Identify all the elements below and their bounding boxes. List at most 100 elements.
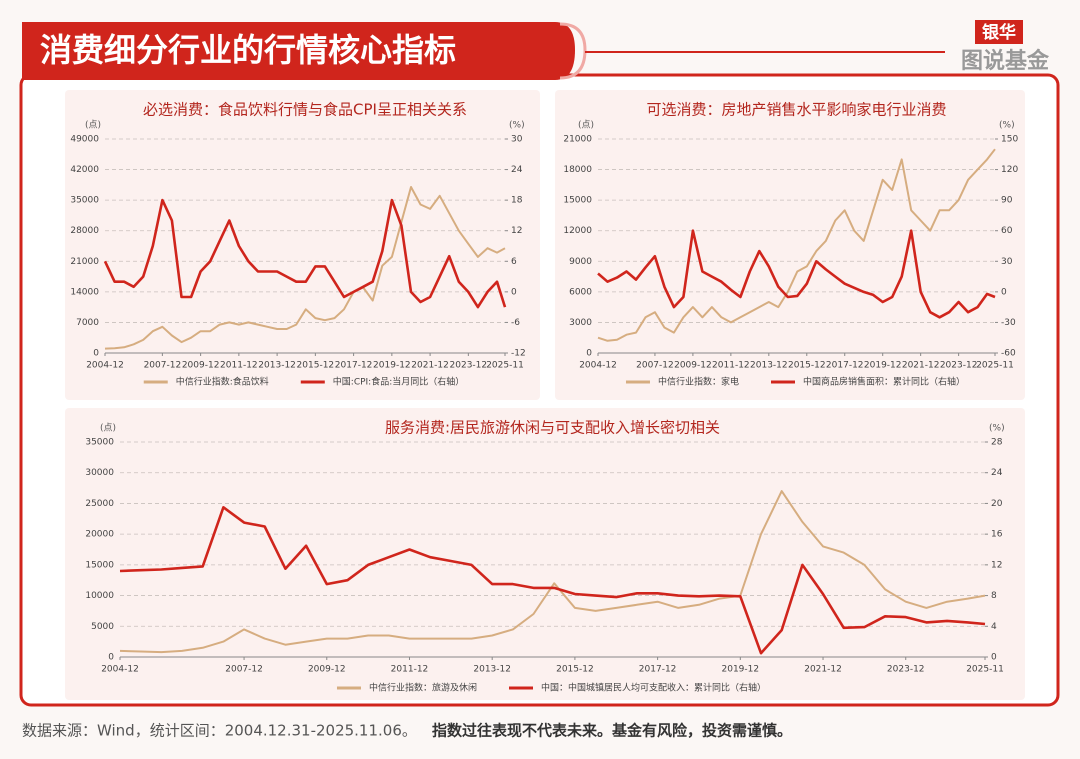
x-tick-label: 2004-12 xyxy=(101,665,139,675)
series-line xyxy=(104,186,506,350)
chart-title: 必选消费：食品饮料行情与食品CPI呈正相关关系 xyxy=(143,101,467,119)
x-tick-label: 2007-12 xyxy=(225,665,263,675)
x-tick-label: 2007-12 xyxy=(144,361,182,371)
panel xyxy=(65,408,1025,700)
y-axis-unit: (点) xyxy=(100,423,116,434)
x-tick-label: 2017-12 xyxy=(639,665,677,675)
y2-tick-label: -60 xyxy=(1001,349,1016,359)
series-line xyxy=(103,198,507,309)
x-tick-label: 2023-12 xyxy=(887,665,925,675)
x-tick-label: 2019-12 xyxy=(864,361,902,371)
y2-tick-label: 60 xyxy=(1001,226,1013,236)
y2-tick-label: 24 xyxy=(511,165,523,175)
y-tick-label: 35000 xyxy=(85,438,114,448)
brand-badge xyxy=(975,20,1023,44)
y-tick-label: 0 xyxy=(108,653,114,663)
x-tick-label: 2011-12 xyxy=(220,361,258,371)
y-tick-label: 28000 xyxy=(70,226,99,236)
brand-top: 银华 xyxy=(982,22,1016,43)
y2-tick-label: 0 xyxy=(511,287,517,297)
y-tick-label: 7000 xyxy=(76,318,99,328)
legend-label: 中信行业指数：旅游及休闲 xyxy=(369,682,477,694)
y2-tick-label: 8 xyxy=(991,591,997,601)
x-tick-label: 2011-12 xyxy=(712,361,750,371)
y-tick-label: 35000 xyxy=(70,196,99,206)
y-tick-label: 5000 xyxy=(91,622,114,632)
x-tick-label: 2015-12 xyxy=(297,361,335,371)
x-tick-label: 2017-12 xyxy=(826,361,864,371)
x-tick-label: 2017-12 xyxy=(335,361,373,371)
x-tick-label: 2019-12 xyxy=(373,361,411,371)
x-tick-label: 2021-12 xyxy=(411,361,449,371)
y-axis-unit: (点) xyxy=(85,120,101,131)
title-banner xyxy=(22,22,575,80)
y2-tick-label: 150 xyxy=(1001,135,1018,145)
y2-tick-label: 30 xyxy=(1001,257,1013,267)
y-tick-label: 15000 xyxy=(85,560,114,570)
x-tick-label: 2019-12 xyxy=(722,665,760,675)
y-tick-label: 42000 xyxy=(70,165,99,175)
y-tick-label: 14000 xyxy=(70,287,99,297)
x-tick-label: 2013-12 xyxy=(473,665,511,675)
x-tick-label: 2025-11 xyxy=(976,361,1014,371)
y2-tick-label: 6 xyxy=(511,257,517,267)
chart-title: 可选消费：房地产销售水平影响家电行业消费 xyxy=(646,101,946,119)
legend-label: 中国商品房销售面积：累计同比（右轴） xyxy=(803,376,965,388)
y-tick-label: 21000 xyxy=(563,135,592,145)
chart-title: 服务消费:居民旅游休闲与可支配收入增长密切相关 xyxy=(385,419,720,437)
x-tick-label: 2009-12 xyxy=(674,361,712,371)
x-tick-label: 2009-12 xyxy=(308,665,346,675)
y2-tick-label: 12 xyxy=(991,560,1002,570)
legend-label: 中信行业指数：家电 xyxy=(658,376,739,388)
x-tick-label: 2023-12 xyxy=(940,361,978,371)
y-tick-label: 20000 xyxy=(85,530,114,540)
y-tick-label: 30000 xyxy=(85,468,114,478)
y2-tick-label: 12 xyxy=(511,226,522,236)
series-line xyxy=(597,148,996,342)
x-tick-label: 2004-12 xyxy=(579,361,617,371)
y2-tick-label: -6 xyxy=(511,318,520,328)
x-tick-label: 2015-12 xyxy=(788,361,826,371)
y2-tick-label: 24 xyxy=(991,468,1003,478)
y2-tick-label: 0 xyxy=(991,653,997,663)
x-tick-label: 2004-12 xyxy=(86,361,124,371)
y-tick-label: 15000 xyxy=(563,196,592,206)
y2-tick-label: 30 xyxy=(511,135,523,145)
y2-tick-label: -30 xyxy=(1001,318,1016,328)
page-title: 消费细分行业的行情核心指标 xyxy=(40,31,456,69)
y-tick-label: 12000 xyxy=(563,226,592,236)
footnote-warning: 指数过往表现不代表未来。基金有风险，投资需谨慎。 xyxy=(432,722,792,740)
y-tick-label: 6000 xyxy=(569,287,592,297)
y2-tick-label: 4 xyxy=(991,622,997,632)
y-tick-label: 9000 xyxy=(569,257,592,267)
y2-axis-unit: (%) xyxy=(509,121,525,131)
x-tick-label: 2007-12 xyxy=(636,361,674,371)
y2-tick-label: -12 xyxy=(511,349,526,359)
footnote-source: 数据来源：Wind，统计区间：2004.12.31-2025.11.06。 xyxy=(22,722,417,740)
x-tick-label: 2009-12 xyxy=(182,361,220,371)
legend-label: 中信行业指数:食品饮料 xyxy=(176,376,269,388)
x-tick-label: 2021-12 xyxy=(804,665,842,675)
x-tick-label: 2021-12 xyxy=(902,361,940,371)
legend-label: 中国：中国城镇居民人均可支配收入：累计同比（右轴） xyxy=(541,682,766,694)
y-tick-label: 18000 xyxy=(563,165,592,175)
y2-tick-label: 28 xyxy=(991,438,1003,448)
series-line xyxy=(119,506,986,655)
y2-tick-label: 16 xyxy=(991,530,1003,540)
banner-accent xyxy=(559,22,587,80)
y-tick-label: 49000 xyxy=(70,135,99,145)
y2-tick-label: 90 xyxy=(1001,196,1013,206)
y-tick-label: 10000 xyxy=(85,591,114,601)
x-tick-label: 2015-12 xyxy=(556,665,594,675)
y2-axis-unit: (%) xyxy=(989,424,1005,434)
y2-tick-label: 20 xyxy=(991,499,1003,509)
y-tick-label: 3000 xyxy=(569,318,592,328)
y-axis-unit: (点) xyxy=(578,120,594,131)
brand-bottom: 图说基金 xyxy=(961,48,1050,74)
series-line xyxy=(119,490,986,654)
y2-tick-label: 120 xyxy=(1001,165,1018,175)
y2-axis-unit: (%) xyxy=(999,121,1015,131)
x-tick-label: 2025-11 xyxy=(966,665,1004,675)
